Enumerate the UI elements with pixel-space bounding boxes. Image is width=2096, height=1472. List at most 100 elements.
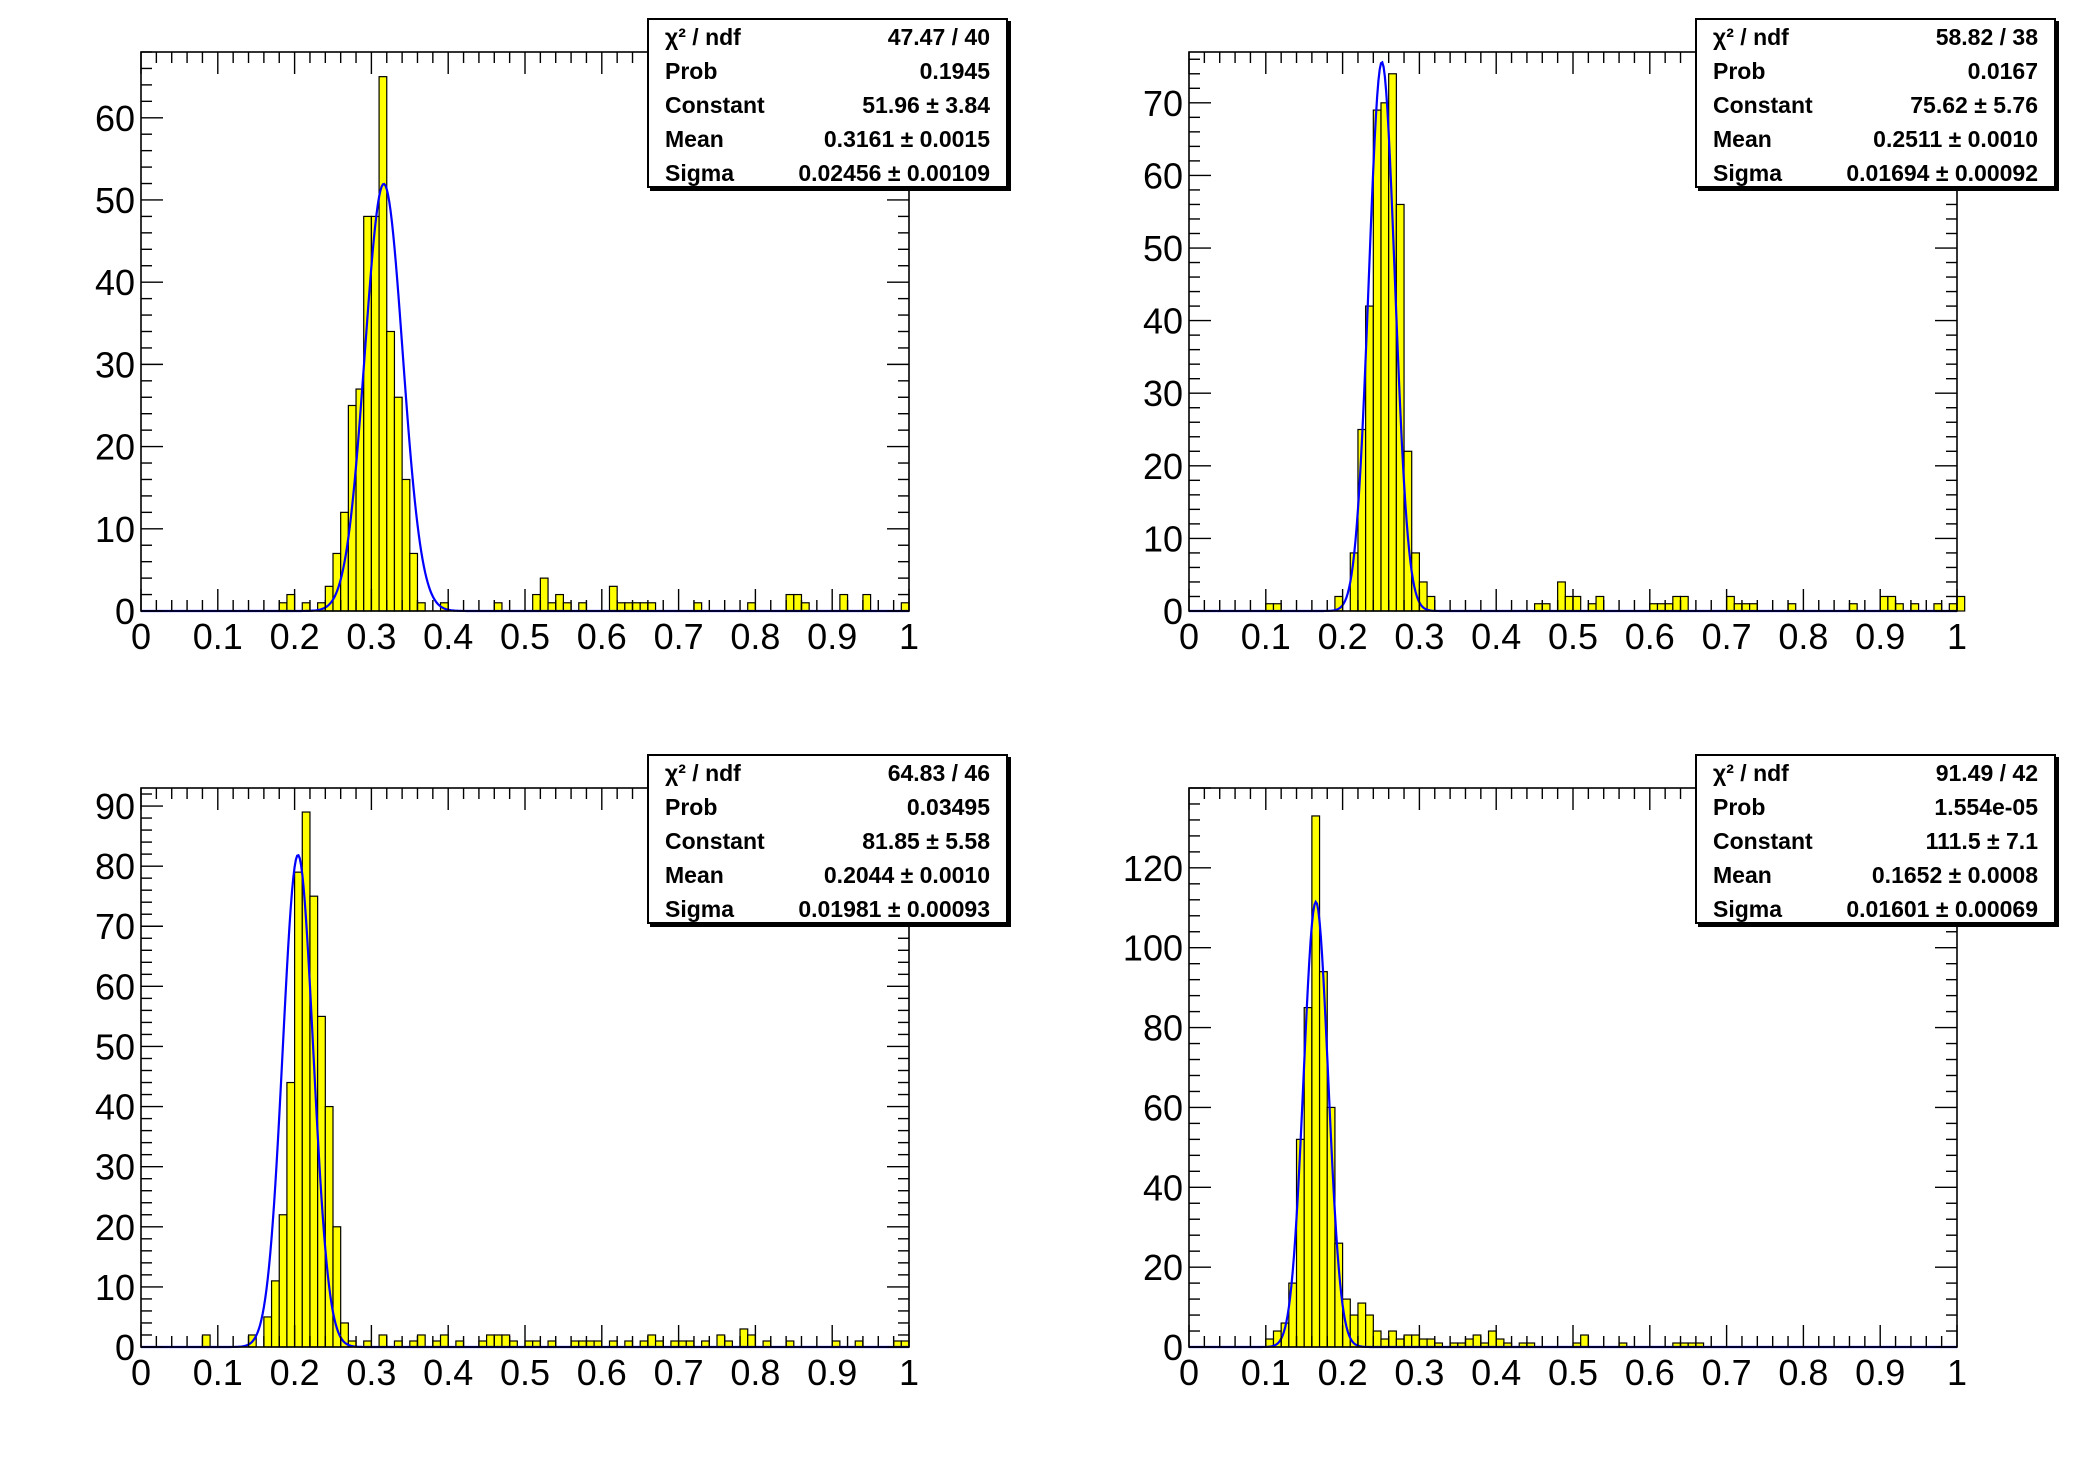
y-tick-label: 0	[115, 1327, 135, 1368]
y-tick-label: 20	[95, 427, 135, 468]
x-tick-label: 1	[899, 1352, 919, 1393]
stats-row-sigma: Sigma 0.02456 ± 0.00109	[649, 156, 1006, 190]
histogram-bar	[416, 602, 426, 612]
stats-value: 0.2511 ± 0.0010	[1873, 125, 2038, 152]
histogram-bar	[1380, 102, 1390, 612]
stats-row-sigma: Sigma 0.01601 ± 0.00069	[1697, 892, 2054, 926]
y-tick-label: 50	[95, 180, 135, 221]
histogram-canvas: 0 0.1 0.2 0.3 0.4 0.5 0.6 0.7 0.8 0.9 101020304050…	[1143, 51, 1967, 657]
stats-row-prob: Prob 1.554e-05	[1697, 790, 2054, 824]
stats-value: 51.96 ± 3.84	[862, 91, 990, 118]
histogram-bar	[839, 593, 849, 612]
x-tick-label: 0.3	[346, 616, 396, 657]
x-tick-label: 1	[1947, 616, 1967, 657]
stats-key: χ² / ndf	[1713, 23, 1789, 50]
y-tick-label: 0	[1163, 591, 1183, 632]
stats-row-sigma: Sigma 0.01981 ± 0.00093	[649, 892, 1006, 926]
stats-value: 0.3161 ± 0.0015	[823, 125, 990, 152]
y-tick-label: 10	[95, 1267, 135, 1308]
x-tick-label: 0.7	[1702, 616, 1752, 657]
x-tick-label: 0.7	[1702, 1352, 1752, 1393]
histogram-bar	[286, 593, 296, 612]
y-tick-label: 60	[95, 966, 135, 1007]
x-tick-label: 0.4	[423, 1352, 473, 1393]
histogram-bar	[416, 1334, 426, 1348]
stats-key: Prob	[665, 793, 718, 820]
stats-value: 58.82 / 38	[1935, 23, 2038, 50]
histogram-bar	[1372, 109, 1382, 612]
histogram-bar	[1879, 595, 1889, 612]
histogram-bar	[393, 396, 403, 612]
x-tick-label: 0.5	[500, 616, 550, 657]
stats-row-chi2: χ² / ndf 58.82 / 38	[1697, 20, 2054, 54]
stats-key: χ² / ndf	[665, 759, 741, 786]
fit-stats-box: χ² / ndf 58.82 / 38 Prob 0.0167 Constant 75…	[1695, 18, 2056, 188]
stats-value: 91.49 / 42	[1935, 759, 2038, 786]
histogram-bar	[900, 602, 910, 612]
histogram-bar	[1487, 1330, 1497, 1348]
stats-row-prob: Prob 0.03495	[649, 790, 1006, 824]
histogram-bar	[631, 602, 641, 612]
y-tick-label: 60	[1143, 1087, 1183, 1128]
x-tick-label: 0.8	[1778, 616, 1828, 657]
histogram-bar	[270, 1280, 280, 1348]
histogram-bar	[639, 602, 649, 612]
y-tick-label: 10	[95, 509, 135, 550]
histogram-bar	[1411, 1334, 1421, 1348]
stats-key: Mean	[665, 125, 724, 152]
stats-row-chi2: χ² / ndf 64.83 / 46	[649, 756, 1006, 790]
y-tick-label: 90	[95, 786, 135, 827]
histogram-bar	[1418, 1338, 1428, 1348]
stats-key: Constant	[1713, 827, 1813, 854]
y-tick-label: 70	[1143, 83, 1183, 124]
histogram-bar	[493, 1334, 503, 1348]
stats-key: Constant	[1713, 91, 1813, 118]
histogram-canvas: 0 0.1 0.2 0.3 0.4 0.5 0.6 0.7 0.8 0.9 1 0 20 40 60 80 10…	[1123, 787, 1967, 1393]
fit-stats-box: χ² / ndf 64.83 / 46 Prob 0.03495 Constant 8…	[647, 754, 1008, 924]
stats-value: 0.2044 ± 0.0010	[823, 861, 990, 888]
stats-row-prob: Prob 0.1945	[649, 54, 1006, 88]
x-tick-label: 0.8	[730, 616, 780, 657]
stats-value: 0.03495	[906, 793, 990, 820]
x-tick-label: 0.3	[346, 1352, 396, 1393]
histogram-bar	[1311, 815, 1321, 1348]
histogram-bar	[747, 1334, 756, 1348]
histogram-pad-top-left: 0 0.1 0.2 0.3 0.4 0.5 0.6 0.7 0.8 0.9 1 0 10 20 30 40 50…	[0, 0, 1048, 736]
stats-value: 0.1652 ± 0.0008	[1871, 861, 2038, 888]
x-tick-label: 0.1	[193, 616, 243, 657]
histogram-bar	[532, 593, 541, 612]
x-tick-label: 0.9	[1855, 616, 1905, 657]
stats-value: 81.85 ± 5.58	[862, 827, 990, 854]
histogram-bar	[1403, 1334, 1413, 1348]
y-tick-label: 40	[1143, 301, 1183, 342]
y-tick-label: 20	[1143, 446, 1183, 487]
histogram-bar	[578, 602, 588, 612]
y-tick-label: 10	[1143, 518, 1183, 559]
x-tick-label: 0	[131, 1352, 151, 1393]
x-tick-label: 1	[899, 616, 919, 657]
histogram-bar	[1580, 1334, 1589, 1348]
histogram-bar	[1679, 595, 1689, 612]
x-axis: 0 0.1 0.2 0.3 0.4 0.5 0.6 0.7 0.8 0.9 1	[1179, 52, 1967, 657]
x-tick-label: 0.2	[270, 616, 320, 657]
histogram-bar	[378, 1334, 388, 1348]
histogram-bar	[278, 1214, 288, 1348]
stats-key: χ² / ndf	[1713, 759, 1789, 786]
stats-key: Sigma	[1713, 159, 1783, 186]
fit-stats-box: χ² / ndf 91.49 / 42 Prob 1.554e-05 Constan…	[1695, 754, 2056, 924]
histogram-canvas: 0 0.1 0.2 0.3 0.4 0.5 0.6 0.7 0.8 0.9 101020304050…	[95, 786, 919, 1393]
histogram-bar	[693, 602, 703, 612]
histogram-bar	[624, 602, 634, 612]
histogram-bar	[547, 602, 557, 612]
x-tick-label: 0.4	[1471, 616, 1521, 657]
y-tick-label: 40	[1143, 1167, 1183, 1208]
histogram-bar	[616, 602, 626, 612]
histogram-bar	[409, 552, 419, 612]
y-tick-label: 20	[1143, 1247, 1183, 1288]
histogram-bar	[785, 593, 795, 612]
y-tick-label: 60	[1143, 155, 1183, 196]
stats-key: Constant	[665, 827, 765, 854]
fit-stats-box: χ² / ndf 47.47 / 40 Prob 0.1945 Constant 51…	[647, 18, 1008, 188]
histogram-bar	[1395, 1338, 1405, 1348]
x-tick-label: 0	[1179, 1352, 1199, 1393]
